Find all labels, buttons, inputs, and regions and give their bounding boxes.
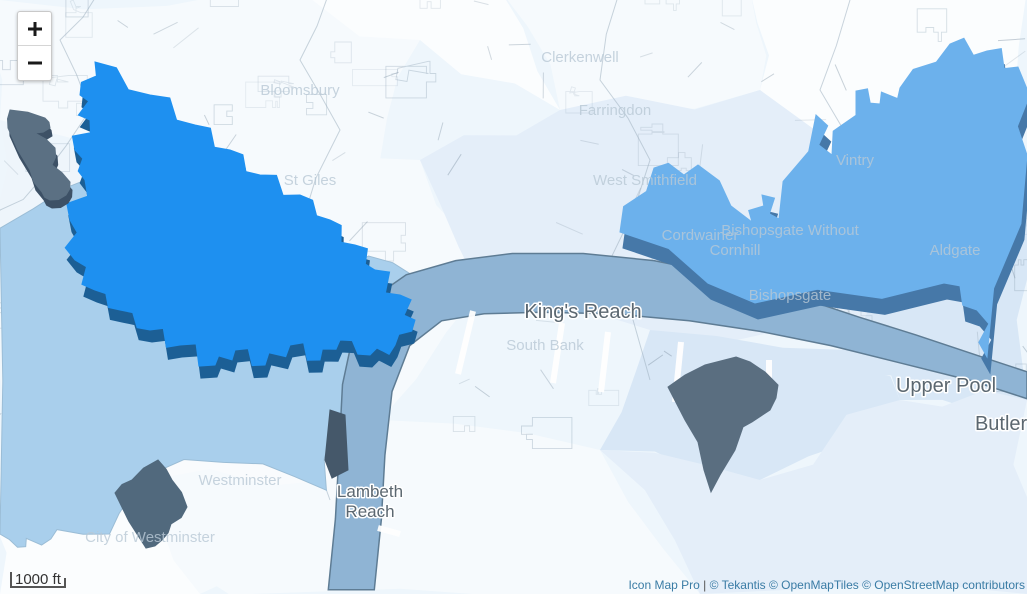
svg-text:King's Reach: King's Reach <box>524 301 641 323</box>
svg-text:Lambeth: Lambeth <box>337 482 403 501</box>
svg-text:City of Westminster: City of Westminster <box>85 529 215 546</box>
svg-text:Bishopsgate: Bishopsgate <box>749 287 832 304</box>
svg-text:Butler's: Butler's <box>975 413 1027 435</box>
svg-text:Bloomsbury: Bloomsbury <box>260 82 340 99</box>
svg-text:Clerkenwell: Clerkenwell <box>541 49 619 66</box>
svg-text:1000 ft: 1000 ft <box>15 571 62 588</box>
svg-text:Upper Pool: Upper Pool <box>896 375 996 397</box>
svg-text:Bishopsgate Without: Bishopsgate Without <box>721 222 859 239</box>
svg-text:Cornhill: Cornhill <box>710 242 761 259</box>
svg-text:West Smithfield: West Smithfield <box>593 172 697 189</box>
svg-text:Aldgate: Aldgate <box>930 242 981 259</box>
svg-text:South Bank: South Bank <box>506 337 584 354</box>
svg-text:St Giles: St Giles <box>284 172 337 189</box>
svg-text:Westminster: Westminster <box>198 472 281 489</box>
svg-text:Vintry: Vintry <box>836 152 875 169</box>
svg-text:Reach: Reach <box>345 502 394 521</box>
svg-text:Farringdon: Farringdon <box>579 102 652 119</box>
